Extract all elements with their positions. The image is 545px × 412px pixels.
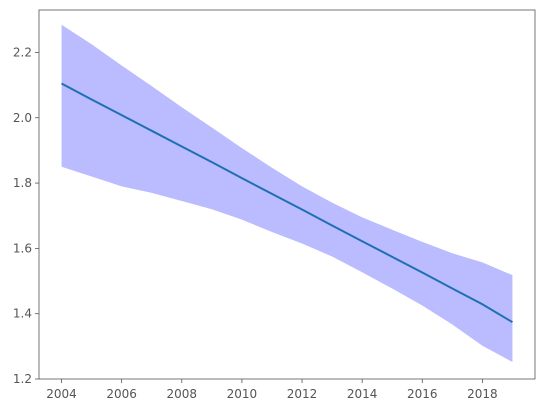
y-tick-label: 1.4 [13, 307, 32, 321]
y-tick-label: 2.0 [13, 111, 32, 125]
y-tick-label: 1.2 [13, 372, 32, 386]
x-tick-label: 2006 [106, 387, 137, 401]
series-line [61, 82, 513, 324]
confidence-band [61, 24, 513, 363]
axes-layer [38, 9, 536, 380]
y-tick-label: 1.8 [13, 176, 32, 190]
series-line-layer [61, 82, 513, 324]
x-tick-label: 2008 [167, 387, 198, 401]
x-tick-label: 2016 [407, 387, 438, 401]
confidence-band-layer [61, 24, 513, 363]
y-tick-label: 2.2 [13, 45, 32, 59]
x-tick-label: 2004 [46, 387, 77, 401]
x-tick-label: 2014 [347, 387, 378, 401]
x-tick-label: 2010 [227, 387, 258, 401]
y-tick-label: 1.6 [13, 241, 32, 255]
x-tick-label: 2018 [467, 387, 498, 401]
x-tick-label: 2012 [287, 387, 318, 401]
y-axis-ticks: 1.2 1.4 1.6 1.8 2.0 2.2 [13, 45, 39, 386]
x-axis-ticks: 2004 2006 2008 2010 2012 2014 2016 2018 [46, 379, 498, 401]
plot-frame [38, 9, 536, 380]
